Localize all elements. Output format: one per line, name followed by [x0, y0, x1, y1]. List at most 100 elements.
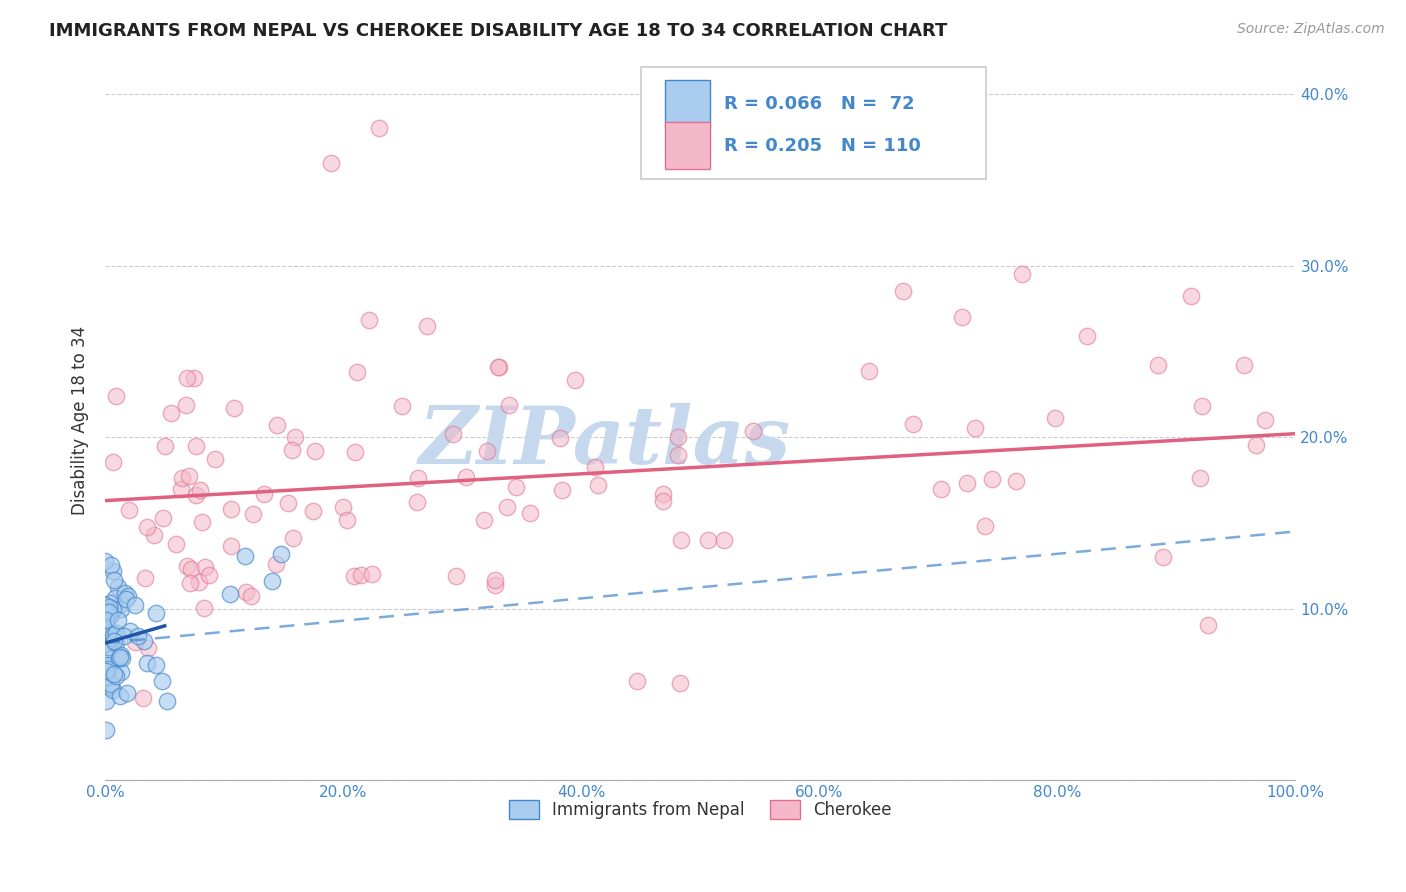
Point — [101, 682, 124, 697]
Point — [110, 597, 132, 611]
Point — [484, 573, 506, 587]
Point — [360, 566, 382, 581]
Point — [260, 574, 283, 589]
Point — [117, 589, 139, 603]
Point — [350, 568, 373, 582]
Point — [183, 371, 205, 385]
Point — [124, 598, 146, 612]
Point — [186, 439, 208, 453]
Point — [406, 494, 429, 508]
Point — [94, 554, 117, 568]
Point — [101, 564, 124, 578]
Text: R = 0.066   N =  72: R = 0.066 N = 72 — [724, 95, 915, 113]
Point — [974, 519, 997, 533]
Point — [108, 689, 131, 703]
Point — [132, 690, 155, 705]
Point — [965, 421, 987, 435]
Point — [98, 627, 121, 641]
Point — [108, 651, 131, 665]
Point — [472, 513, 495, 527]
Point — [891, 285, 914, 299]
Point — [697, 533, 720, 547]
Point — [456, 469, 478, 483]
Point — [145, 606, 167, 620]
Point — [124, 635, 146, 649]
Point — [666, 430, 689, 444]
Point — [224, 401, 246, 415]
Point — [588, 478, 610, 492]
Point — [100, 558, 122, 572]
Point — [100, 677, 122, 691]
Point — [498, 397, 520, 411]
Point — [100, 601, 122, 615]
Point — [145, 657, 167, 672]
Point — [136, 520, 159, 534]
Point — [107, 581, 129, 595]
Point — [98, 596, 121, 610]
Point — [742, 424, 765, 438]
Point — [1011, 267, 1033, 281]
Point — [188, 574, 211, 589]
Point — [929, 483, 952, 497]
Legend: Immigrants from Nepal, Cherokee: Immigrants from Nepal, Cherokee — [502, 794, 898, 826]
Point — [180, 562, 202, 576]
Point — [652, 494, 675, 508]
Point — [583, 459, 606, 474]
Point — [94, 637, 117, 651]
Point — [176, 558, 198, 573]
Point — [304, 443, 326, 458]
Point — [172, 471, 194, 485]
Point — [110, 602, 132, 616]
Point — [179, 576, 201, 591]
Point — [94, 598, 117, 612]
Point — [103, 633, 125, 648]
Point — [343, 445, 366, 459]
Text: IMMIGRANTS FROM NEPAL VS CHEROKEE DISABILITY AGE 18 TO 34 CORRELATION CHART: IMMIGRANTS FROM NEPAL VS CHEROKEE DISABI… — [49, 22, 948, 40]
Point — [713, 533, 735, 547]
Point — [94, 619, 117, 633]
Point — [114, 586, 136, 600]
Point — [186, 488, 208, 502]
Point — [101, 628, 124, 642]
Point — [321, 155, 343, 169]
Point — [191, 516, 214, 530]
Point — [118, 503, 141, 517]
Point — [444, 568, 467, 582]
Point — [97, 658, 120, 673]
Point — [332, 500, 354, 514]
Point — [981, 472, 1004, 486]
Point — [550, 431, 572, 445]
Point — [104, 636, 127, 650]
Point — [901, 417, 924, 431]
Point — [96, 670, 118, 684]
Text: Source: ZipAtlas.com: Source: ZipAtlas.com — [1237, 22, 1385, 37]
Point — [564, 373, 586, 387]
Point — [368, 121, 391, 136]
Point — [117, 686, 139, 700]
Point — [1005, 475, 1028, 489]
Point — [1244, 438, 1267, 452]
FancyBboxPatch shape — [641, 67, 986, 178]
Point — [110, 665, 132, 680]
Point — [669, 533, 692, 547]
Point — [301, 504, 323, 518]
Point — [97, 600, 120, 615]
Point — [1233, 358, 1256, 372]
Point — [277, 496, 299, 510]
Point — [98, 606, 121, 620]
Point — [346, 365, 368, 379]
Point — [174, 398, 197, 412]
Point — [100, 624, 122, 639]
Point — [104, 389, 127, 403]
Y-axis label: Disability Age 18 to 34: Disability Age 18 to 34 — [72, 326, 89, 515]
Point — [96, 670, 118, 684]
Point — [101, 454, 124, 468]
Point — [103, 632, 125, 646]
Point — [96, 694, 118, 708]
Point — [233, 549, 256, 564]
Point — [1152, 550, 1174, 565]
Point — [177, 469, 200, 483]
Point — [110, 648, 132, 662]
Point — [97, 662, 120, 676]
Point — [101, 602, 124, 616]
